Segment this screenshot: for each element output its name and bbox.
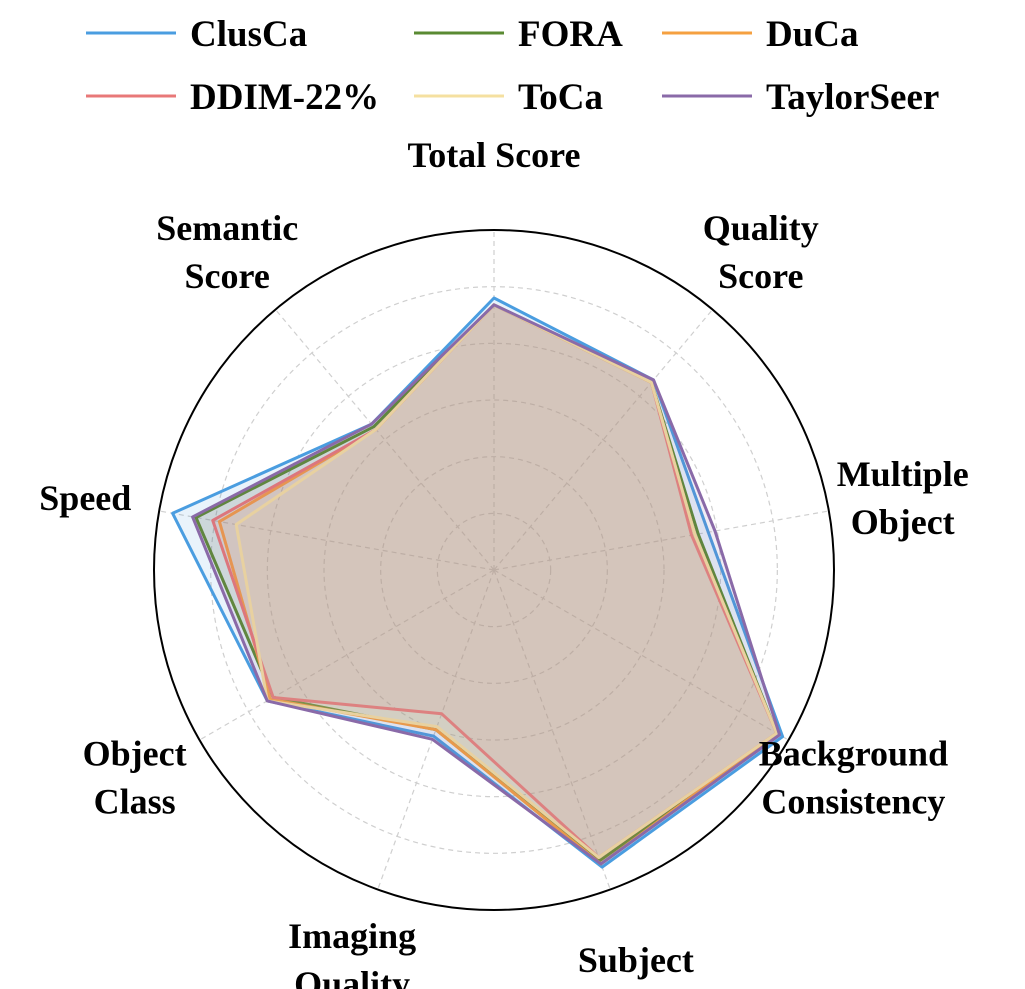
grid-spoke	[199, 569, 495, 741]
legend-label: DDIM-22%	[190, 77, 379, 118]
axis-label: Quality	[703, 208, 819, 248]
axis-label: Semantic	[156, 208, 298, 248]
axis-label: Class	[94, 782, 176, 822]
grid-spoke	[377, 569, 495, 890]
axis-label: Background	[759, 734, 948, 774]
legend: ClusCa FORA DuCa DDIM-22% ToCa TaylorSeer	[86, 14, 939, 118]
legend-label: FORA	[518, 14, 623, 55]
axis-label: Multiple	[837, 454, 969, 494]
grid-ring	[380, 456, 608, 684]
outer-ring	[153, 229, 835, 911]
axis-label: Score	[185, 256, 270, 296]
legend-label: ClusCa	[190, 14, 307, 55]
axis-label: Speed	[39, 478, 131, 518]
grid-spoke	[493, 510, 829, 571]
legend-label: ToCa	[518, 77, 603, 118]
series-layer	[171, 296, 785, 869]
series-polygon-toca	[234, 303, 779, 859]
axis-label: Object	[851, 502, 955, 542]
grid-spoke	[274, 309, 495, 571]
legend-label: DuCa	[766, 14, 859, 55]
axis-label: Quality	[294, 964, 410, 989]
grid-ring	[436, 512, 552, 628]
grid-spoke	[493, 569, 789, 741]
axis-labels: Total Score Quality Score Multiple Object Bac…	[39, 135, 968, 989]
axis-label: Score	[718, 256, 803, 296]
grid-ring	[323, 399, 665, 741]
legend-label: TaylorSeer	[766, 77, 939, 118]
axis-label: Consistency	[761, 782, 945, 822]
grid-spoke	[493, 569, 611, 890]
axis-label: Total Score	[407, 135, 580, 175]
axis-label: Object	[83, 734, 187, 774]
series-polygon-taylorseer	[191, 303, 782, 866]
axis-label: Subject	[578, 940, 694, 980]
radar-grid	[153, 229, 835, 911]
grid-spoke	[493, 309, 714, 571]
axis-label: Imaging	[288, 916, 416, 956]
